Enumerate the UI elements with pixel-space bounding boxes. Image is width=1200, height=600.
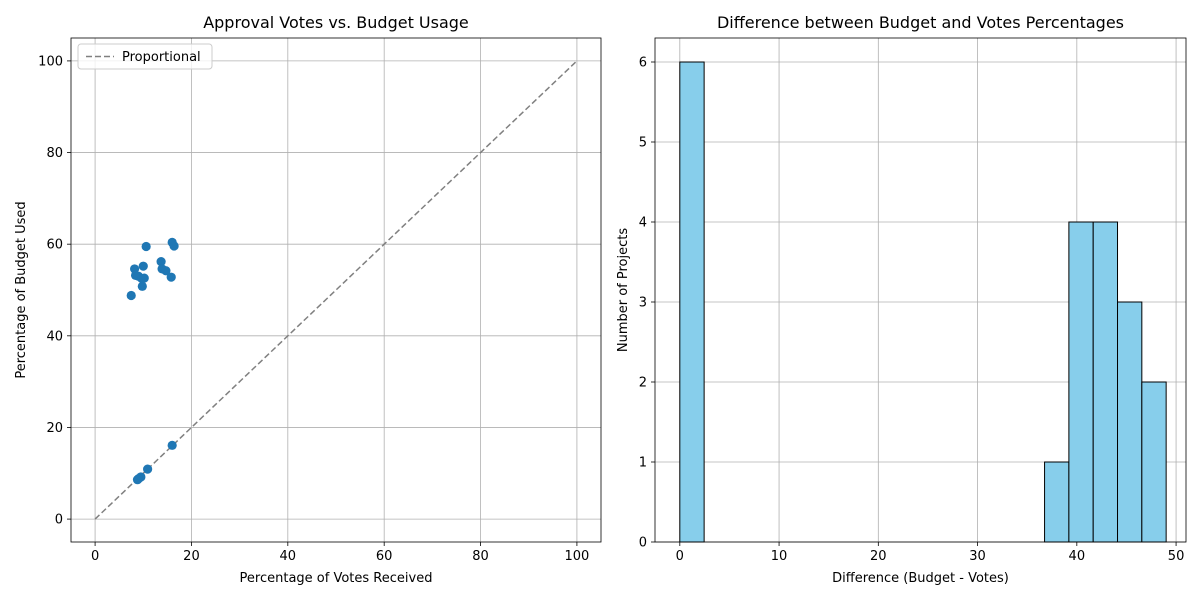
scatter-y-tick-label: 0 [55, 513, 63, 528]
histogram-axes-frame [654, 37, 1187, 543]
scatter-point [126, 290, 136, 301]
scatter-y-tick-label: 60 [46, 238, 63, 253]
scatter-y-axis-label: Percentage of Budget Used [14, 201, 29, 378]
scatter-point [143, 464, 153, 474]
scatter-axes-frame [70, 37, 602, 543]
histogram-bar [1117, 301, 1143, 543]
histogram-x-tick-label: 10 [771, 549, 788, 564]
histogram-panel: 0 10 20 30 40 50 0 1 2 3 4 5 6 Difference between B… [616, 13, 1187, 586]
scatter-y-tick-label: 40 [46, 329, 63, 344]
histogram-bar [1044, 461, 1070, 543]
histogram-y-axis-label: Number of Projects [616, 228, 631, 352]
histogram-y-tick-label: 1 [639, 456, 647, 471]
scatter-point [161, 266, 171, 276]
histogram-x-tick-label: 0 [676, 549, 684, 564]
scatter-point [141, 241, 151, 252]
histogram-bar [679, 61, 705, 543]
histogram-bars [679, 61, 1167, 543]
proportional-reference-line [94, 60, 578, 520]
scatter-point [166, 272, 176, 282]
histogram-y-tick-label: 6 [639, 56, 647, 71]
histogram-x-tick-label: 30 [969, 549, 986, 564]
histogram-y-ticks: 0 1 2 3 4 5 6 [639, 56, 655, 551]
legend-box [77, 43, 213, 70]
histogram-x-tick-label: 20 [870, 549, 887, 564]
histogram-x-ticks: 0 10 20 30 40 50 [676, 542, 1185, 564]
histogram-x-axis-label: Difference (Budget - Votes) [832, 571, 1009, 586]
proportional-reference-line-group [94, 60, 578, 520]
scatter-point [156, 256, 166, 267]
scatter-y-ticks: 0 20 40 60 80 100 [38, 54, 71, 528]
scatter-point [137, 281, 147, 291]
scatter-x-tick-label: 20 [183, 549, 200, 564]
histogram-y-tick-label: 3 [639, 296, 647, 311]
scatter-title: Approval Votes vs. Budget Usage [203, 13, 469, 32]
scatter-point [132, 475, 143, 485]
scatter-y-tick-label: 100 [38, 54, 63, 69]
scatter-point [169, 241, 179, 251]
scatter-y-tick-label: 80 [46, 146, 63, 161]
scatter-x-tick-label: 40 [280, 549, 297, 564]
scatter-points [126, 237, 179, 485]
histogram-bar [1068, 221, 1094, 543]
scatter-x-tick-label: 80 [472, 549, 489, 564]
histogram-x-tick-label: 40 [1069, 549, 1086, 564]
histogram-y-tick-label: 0 [639, 536, 647, 551]
histogram-bar [1141, 381, 1167, 543]
histogram-y-tick-label: 5 [639, 136, 647, 151]
scatter-x-axis-label: Percentage of Votes Received [240, 571, 433, 586]
scatter-x-tick-label: 60 [376, 549, 393, 564]
scatter-y-tick-label: 20 [46, 421, 63, 436]
scatter-panel: 0 20 40 60 80 100 0 20 40 60 80 100 Approval Votes… [14, 13, 602, 586]
histogram-x-tick-label: 50 [1168, 549, 1185, 564]
scatter-x-tick-label: 100 [564, 549, 589, 564]
histogram-title: Difference between Budget and Votes Perc… [717, 13, 1124, 32]
scatter-point [139, 273, 149, 283]
histogram-y-tick-label: 4 [639, 216, 647, 231]
scatter-point [138, 261, 148, 271]
scatter-x-ticks: 0 20 40 60 80 100 [91, 542, 589, 564]
scatter-legend: Proportional [77, 43, 213, 70]
histogram-y-tick-label: 2 [639, 376, 647, 391]
legend-proportional-label: Proportional [122, 50, 201, 65]
scatter-point [167, 440, 177, 450]
histogram-bar [1092, 221, 1119, 543]
scatter-x-tick-label: 0 [91, 549, 99, 564]
